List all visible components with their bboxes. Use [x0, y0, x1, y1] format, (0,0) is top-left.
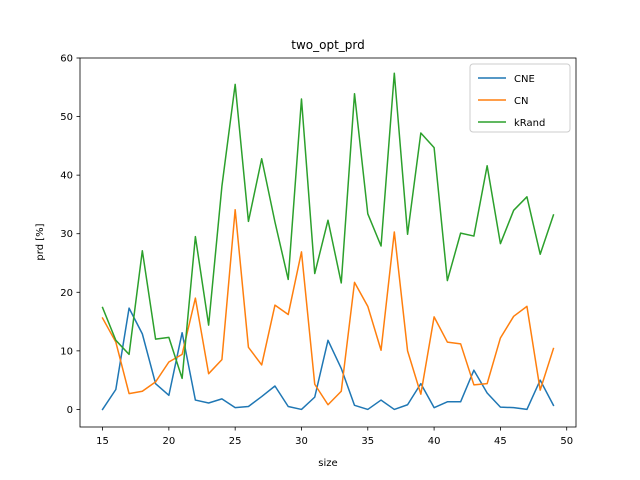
plot-area	[101, 72, 555, 411]
legend-label-krand: kRand	[514, 118, 545, 129]
x-tick-label: 30	[295, 436, 308, 447]
series-line-krand	[101, 72, 555, 380]
legend-label-cn: CN	[514, 96, 528, 107]
x-tick-label: 15	[96, 436, 109, 447]
chart-title: two_opt_prd	[291, 38, 364, 52]
x-tick-label: 45	[494, 436, 507, 447]
y-tick-label: 50	[60, 112, 73, 123]
y-tick-label: 60	[60, 54, 73, 65]
legend: CNE CN kRand	[469, 63, 571, 133]
y-tick-label: 40	[60, 171, 73, 182]
legend-label-cne: CNE	[514, 74, 535, 85]
axes: 15 20 25 30 35 40 45 50 0 10 20 30 40 50 60	[60, 54, 577, 447]
x-tick-label: 40	[428, 436, 441, 447]
x-tick-label: 20	[162, 436, 175, 447]
x-tick-label: 25	[229, 436, 242, 447]
y-tick-label: 20	[60, 288, 73, 299]
y-axis-title: prd [%]	[35, 223, 46, 260]
y-tick-label: 30	[60, 229, 73, 240]
x-axis-title: size	[318, 458, 337, 469]
x-tick-label: 35	[361, 436, 374, 447]
x-tick-label: 50	[560, 436, 573, 447]
series-line-cn	[101, 208, 555, 406]
axes-frame	[79, 57, 577, 428]
series-line-cne	[101, 307, 555, 411]
y-tick-label: 0	[67, 405, 73, 416]
y-tick-label: 10	[60, 346, 73, 357]
legend-box	[469, 63, 571, 133]
